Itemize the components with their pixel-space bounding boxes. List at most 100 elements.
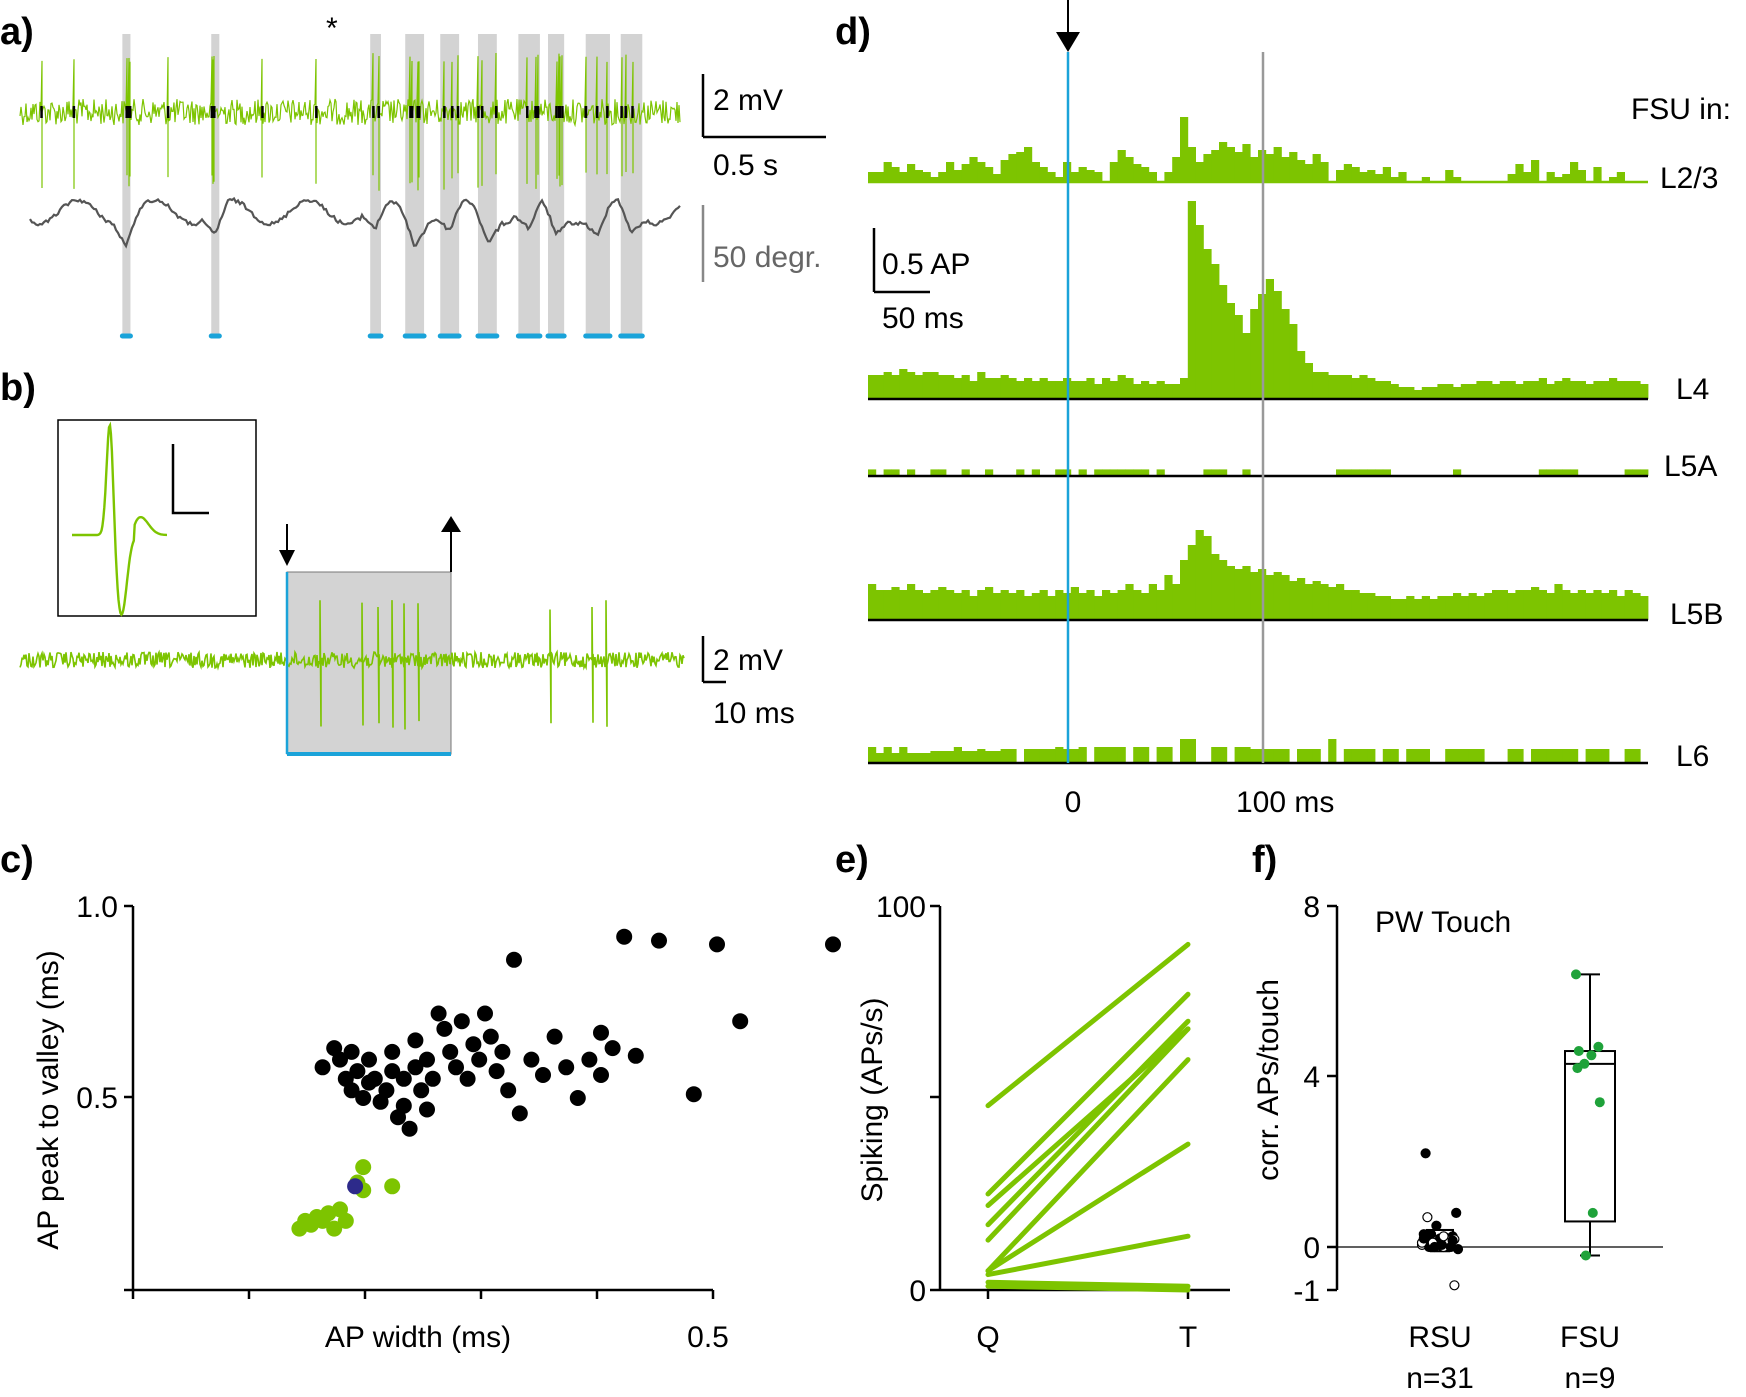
panel-d-bar-l23-24 [1055, 177, 1064, 182]
panel-d-bar-l5a-89 [1562, 469, 1571, 476]
panel-d-bar-l5b-48 [1242, 566, 1251, 620]
panel-d-bar-l5a-37 [1156, 469, 1165, 476]
panel-d-bar-l5a-66 [1382, 469, 1391, 476]
panel-b-voltage-label: 2 mV [713, 644, 783, 677]
panel-d-bar-l5b-49 [1250, 572, 1259, 620]
panel-d-ap-scale-label: 0.5 AP [882, 248, 970, 281]
panel-d-bar-l5b-45 [1219, 560, 1228, 620]
panel-d-bar-l5b-10 [946, 590, 955, 620]
panel-d-bar-l5b-21 [1031, 593, 1040, 620]
panel-d-bar-l6-5 [907, 753, 916, 763]
panel-d-bar-l4-10 [946, 375, 955, 399]
panel-f-point-rsu-30 [1449, 1280, 1460, 1291]
panel-d-bar-l5b-28 [1086, 590, 1095, 620]
panel-d-reference-lines [1066, 52, 1265, 763]
panel-d-bar-l23-60 [1336, 170, 1345, 182]
panel-d-bar-l23-96 [1616, 172, 1625, 182]
panel-e-ylabel: Spiking (APs/s) [856, 997, 889, 1202]
panel-d-bar-l5b-92 [1585, 593, 1594, 620]
panel-d-bar-l23-42 [1195, 162, 1204, 182]
panel-d-bar-l5a-33 [1125, 469, 1134, 476]
panel-d-bar-l23-93 [1593, 167, 1602, 182]
panel-c-point-rsu-53 [732, 1013, 749, 1030]
panel-d-bar-l23-54 [1289, 152, 1298, 182]
panel-f-point-rsu-29 [1420, 1148, 1431, 1159]
panel-d-bar-l23-82 [1507, 174, 1516, 182]
panel-d-bar-l23-48 [1242, 144, 1251, 182]
panel-d-bar-l6-11 [953, 747, 962, 763]
panel-d-bar-l5b-35 [1141, 593, 1150, 620]
panel-d-bar-l23-19 [1016, 152, 1025, 182]
panel-e-ytick-100: 100 [876, 891, 926, 924]
panel-d-bar-l4-33 [1125, 378, 1134, 399]
panel-d-bar-l5b-82 [1507, 593, 1516, 620]
panel-a-spike-trace [19, 53, 681, 191]
panel-f-box-fsu [1564, 1050, 1616, 1223]
panel-d-layer-label-l6: L6 [1676, 740, 1709, 773]
panel-d-bar-l5b-52 [1273, 572, 1282, 620]
panel-b-touch-onset-arrow [279, 524, 295, 566]
panel-d-bar-l23-58 [1320, 162, 1329, 182]
panel-d-bar-l4-16 [992, 378, 1001, 399]
panel-d-bar-l23-62 [1351, 167, 1360, 182]
panel-c-point-rsu-45 [581, 1051, 598, 1068]
panel-d-bar-l4-31 [1109, 381, 1118, 399]
panel-d-bar-l5b-74 [1445, 596, 1454, 620]
panel-d-bar-l5b-43 [1203, 536, 1212, 620]
panel-d-layer-label-l5b: L5B [1670, 598, 1723, 631]
panel-d-bar-l4-83 [1515, 384, 1524, 399]
panel-c-point-rsu-55 [825, 936, 841, 953]
panel-d-bar-l5a-32 [1117, 469, 1126, 476]
panel-f-ytick-4: 4 [1303, 1061, 1320, 1094]
panel-d-bar-l5a-64 [1367, 469, 1376, 476]
panel-d-bar-l5b-6 [914, 590, 923, 620]
panel-d-bar-l4-69 [1406, 387, 1415, 399]
panel-d-bar-l5b-37 [1156, 590, 1165, 620]
panel-d-bar-l5a-48 [1242, 469, 1251, 476]
panel-d-bar-l4-80 [1492, 384, 1501, 399]
panel-d-bar-l4-70 [1414, 390, 1423, 399]
panel-d-bar-l6-26 [1070, 749, 1079, 763]
panel-c-point-rsu-48 [616, 928, 633, 945]
panel-d-bar-l23-75 [1453, 177, 1462, 182]
panel-c-point-rsu-38 [506, 951, 522, 968]
panel-d-bar-l4-56 [1304, 363, 1313, 399]
panel-d-bar-l4-91 [1577, 381, 1586, 399]
panel-d-bar-l4-38 [1164, 384, 1173, 399]
panel-d-bar-l4-65 [1375, 381, 1384, 399]
panel-d-bar-l5b-30 [1102, 590, 1111, 620]
panel-d-bar-l4-35 [1141, 381, 1150, 399]
panel-d-bar-l5a-98 [1632, 469, 1641, 476]
panel-d-bar-l5b-84 [1523, 590, 1532, 620]
panel-d-bar-l6-63 [1359, 749, 1368, 763]
panel-d-bar-l4-37 [1156, 381, 1165, 399]
panel-d-bar-l5b-12 [961, 590, 970, 620]
panel-d-bar-l6-90 [1570, 749, 1579, 763]
panel-d-bar-l6-87 [1546, 749, 1555, 763]
panel-d-bar-l6-1 [875, 753, 884, 763]
panel-d-bar-l6-52 [1273, 749, 1282, 763]
panel-d-bar-l4-5 [907, 372, 916, 399]
panel-d-bar-l5b-68 [1398, 599, 1407, 620]
panel-d-bar-l23-36 [1148, 172, 1157, 182]
panel-d-bar-l6-83 [1515, 749, 1524, 763]
panel-f-ytick-neg1: -1 [1293, 1275, 1320, 1308]
panel-c-point-rsu-18 [401, 1120, 418, 1137]
panel-d-bar-l4-45 [1219, 285, 1228, 399]
panel-d-bar-l5a-97 [1624, 469, 1633, 476]
panel-c-point-rsu-32 [471, 1051, 488, 1068]
panel-d-bar-l6-78 [1476, 749, 1485, 763]
panel-d-bar-l4-36 [1148, 384, 1157, 399]
panel-d-bar-l6-71 [1421, 749, 1430, 763]
panel-e-line-unit2 [985, 991, 1191, 1197]
panel-d-bar-l23-31 [1109, 162, 1118, 182]
panel-d-bar-l23-26 [1070, 172, 1079, 182]
panel-d-bar-l23-40 [1180, 117, 1189, 182]
panel-d-bar-l23-14 [977, 162, 986, 182]
panel-d-bar-l23-6 [914, 170, 923, 182]
panel-d-bar-l5a-15 [985, 469, 994, 476]
panel-e-label: e) [835, 839, 869, 881]
panel-d-bar-l6-15 [985, 751, 994, 763]
panel-d-bar-l4-55 [1297, 351, 1306, 399]
panel-d-bar-l5b-64 [1367, 593, 1376, 620]
